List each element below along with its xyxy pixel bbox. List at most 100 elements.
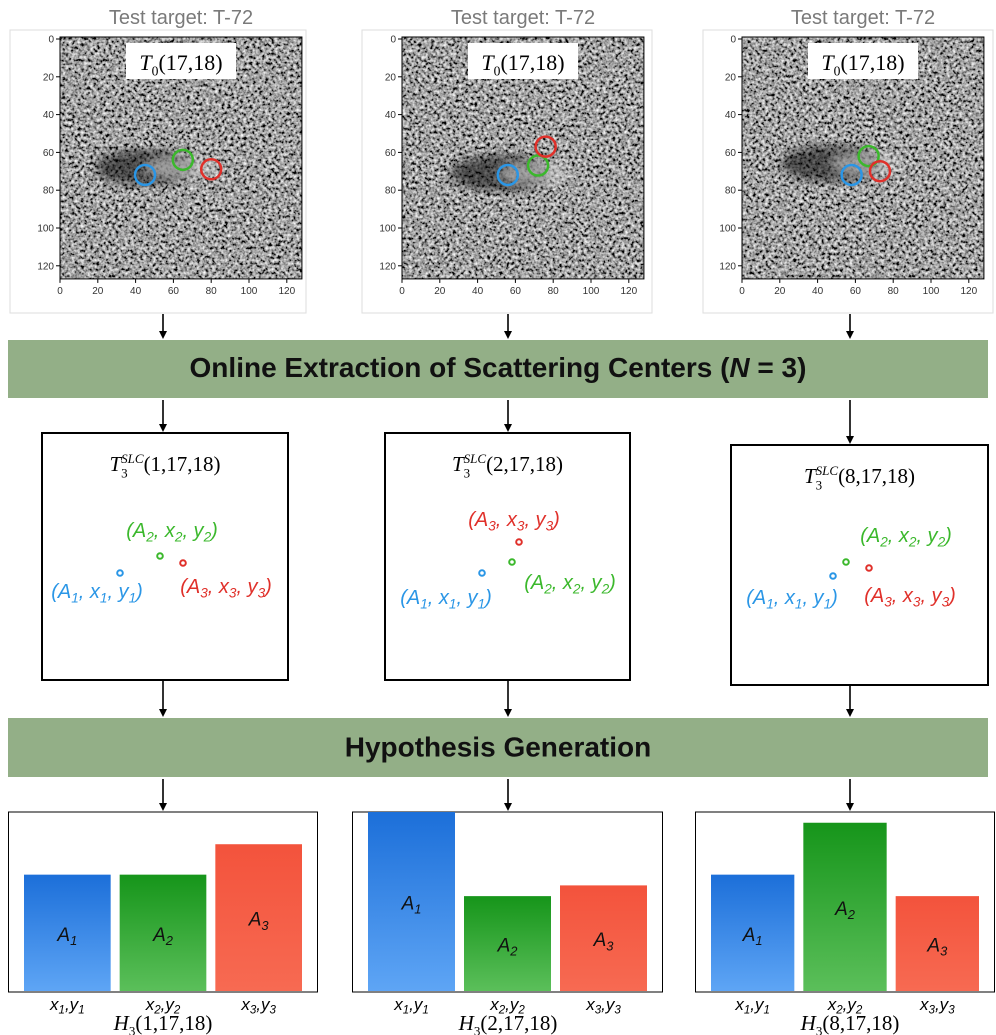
label-part: , x [208, 576, 230, 598]
label: x3,y3 [585, 995, 621, 1017]
label-sub: 1 [70, 933, 77, 948]
label: x3,y3 [240, 995, 276, 1017]
x-tick-label: 40 [472, 286, 484, 297]
label-part: (A [126, 520, 146, 542]
y-tick-label: 0 [390, 35, 396, 46]
label-part: , x [888, 525, 910, 547]
label-part: x [919, 995, 929, 1014]
math-label: H3(2,17,18) [458, 1011, 558, 1035]
y-tick-label: 60 [725, 148, 737, 159]
y-tick-label: 120 [379, 261, 396, 272]
label: x3,y3 [919, 995, 955, 1017]
y-tick-label: 0 [48, 35, 54, 46]
label-part: ) [209, 520, 218, 542]
label-part: A [248, 910, 262, 931]
x-tick-label: 40 [812, 286, 824, 297]
y-tick-label: 120 [37, 261, 54, 272]
x-tick-label: 100 [923, 286, 940, 297]
label-sub: 1 [478, 596, 486, 611]
x-tick-label: 80 [548, 286, 560, 297]
label-sub: 3 [606, 938, 614, 953]
label-part: A [926, 936, 940, 957]
math-sup: SLC [816, 463, 839, 478]
label-part: , y [524, 509, 546, 531]
x-tick-label: 100 [241, 286, 258, 297]
y-tick-label: 60 [43, 148, 55, 159]
label-part: x [734, 995, 744, 1014]
banner-text-part: N [729, 352, 750, 383]
label-part: (A [746, 587, 766, 609]
x-tick-label: 20 [434, 286, 446, 297]
label-part: (A [860, 525, 880, 547]
diagram: Online Extraction of Scattering Centers … [0, 0, 996, 1035]
math-sup: SLC [464, 451, 487, 466]
label-part: , x [552, 572, 574, 594]
math-args: (17,18) [840, 50, 904, 75]
label-part: ) [607, 572, 616, 594]
label-sub: 2 [509, 944, 517, 959]
label-part: , x [774, 587, 796, 609]
label-part: ) [551, 509, 560, 531]
label-part: A [742, 925, 756, 946]
banner-text: Hypothesis Generation [345, 731, 652, 762]
y-tick-label: 0 [730, 35, 736, 46]
page: Online Extraction of Scattering Centers … [0, 0, 996, 1035]
y-tick-label: 40 [43, 110, 55, 121]
label-part: (A [468, 509, 488, 531]
label-part: , y [236, 576, 258, 598]
label-part: , x [79, 581, 101, 603]
x-tick-label: 60 [168, 286, 180, 297]
label-part: , y [456, 587, 478, 609]
label-part: , y [580, 572, 602, 594]
x-tick-label: 120 [278, 286, 295, 297]
label-sub: 2 [165, 933, 173, 948]
math-label: H3(1,17,18) [113, 1011, 213, 1035]
label-part: A [152, 925, 166, 946]
math-args: (2,17,18) [486, 452, 563, 476]
math-args: (1,17,18) [135, 1011, 212, 1035]
x-tick-label: 0 [399, 286, 405, 297]
banner-text: Online Extraction of Scattering Centers … [190, 352, 807, 383]
label-sub: 3 [614, 1005, 621, 1017]
math-sub: 3 [464, 466, 471, 481]
math-args: (8,17,18) [822, 1011, 899, 1035]
y-tick-label: 80 [43, 186, 55, 197]
label-sub: 1 [71, 590, 79, 605]
label-sub: 1 [766, 596, 774, 611]
label-part: ) [947, 585, 956, 607]
label: x1,y1 [49, 995, 85, 1017]
label-sub: 1 [449, 596, 457, 611]
math-sup: SLC [121, 451, 144, 466]
label-part: , y [182, 520, 204, 542]
label-part: , x [496, 509, 518, 531]
label-part: , x [892, 585, 914, 607]
x-tick-label: 0 [739, 286, 745, 297]
label-sub: 3 [261, 918, 269, 933]
label-part: A [593, 930, 607, 951]
x-tick-label: 60 [850, 286, 862, 297]
label-part: , y [916, 525, 938, 547]
label: x1,y1 [393, 995, 429, 1017]
label-sub: 1 [414, 902, 421, 917]
label-part: ) [483, 587, 492, 609]
label-sub: 1 [129, 590, 137, 605]
label-part: x [49, 995, 59, 1014]
label-part: A [56, 925, 70, 946]
label-part: (A [524, 572, 544, 594]
label-sub: 1 [422, 1005, 428, 1017]
label-sub: 3 [270, 1005, 277, 1017]
y-tick-label: 100 [379, 224, 396, 235]
math-sub: 3 [121, 466, 128, 481]
y-tick-label: 20 [43, 72, 55, 83]
y-tick-label: 100 [37, 224, 54, 235]
label-sub: 3 [940, 944, 948, 959]
label-sub: 3 [948, 1005, 955, 1017]
label-part: x [393, 995, 403, 1014]
panel-title: Test target: T-72 [109, 7, 253, 29]
label-part: , y [802, 587, 824, 609]
x-tick-label: 40 [130, 286, 142, 297]
label-part: , x [428, 587, 450, 609]
label-part: (A [400, 587, 420, 609]
label-part: A [401, 894, 415, 915]
label-part: ) [829, 587, 838, 609]
